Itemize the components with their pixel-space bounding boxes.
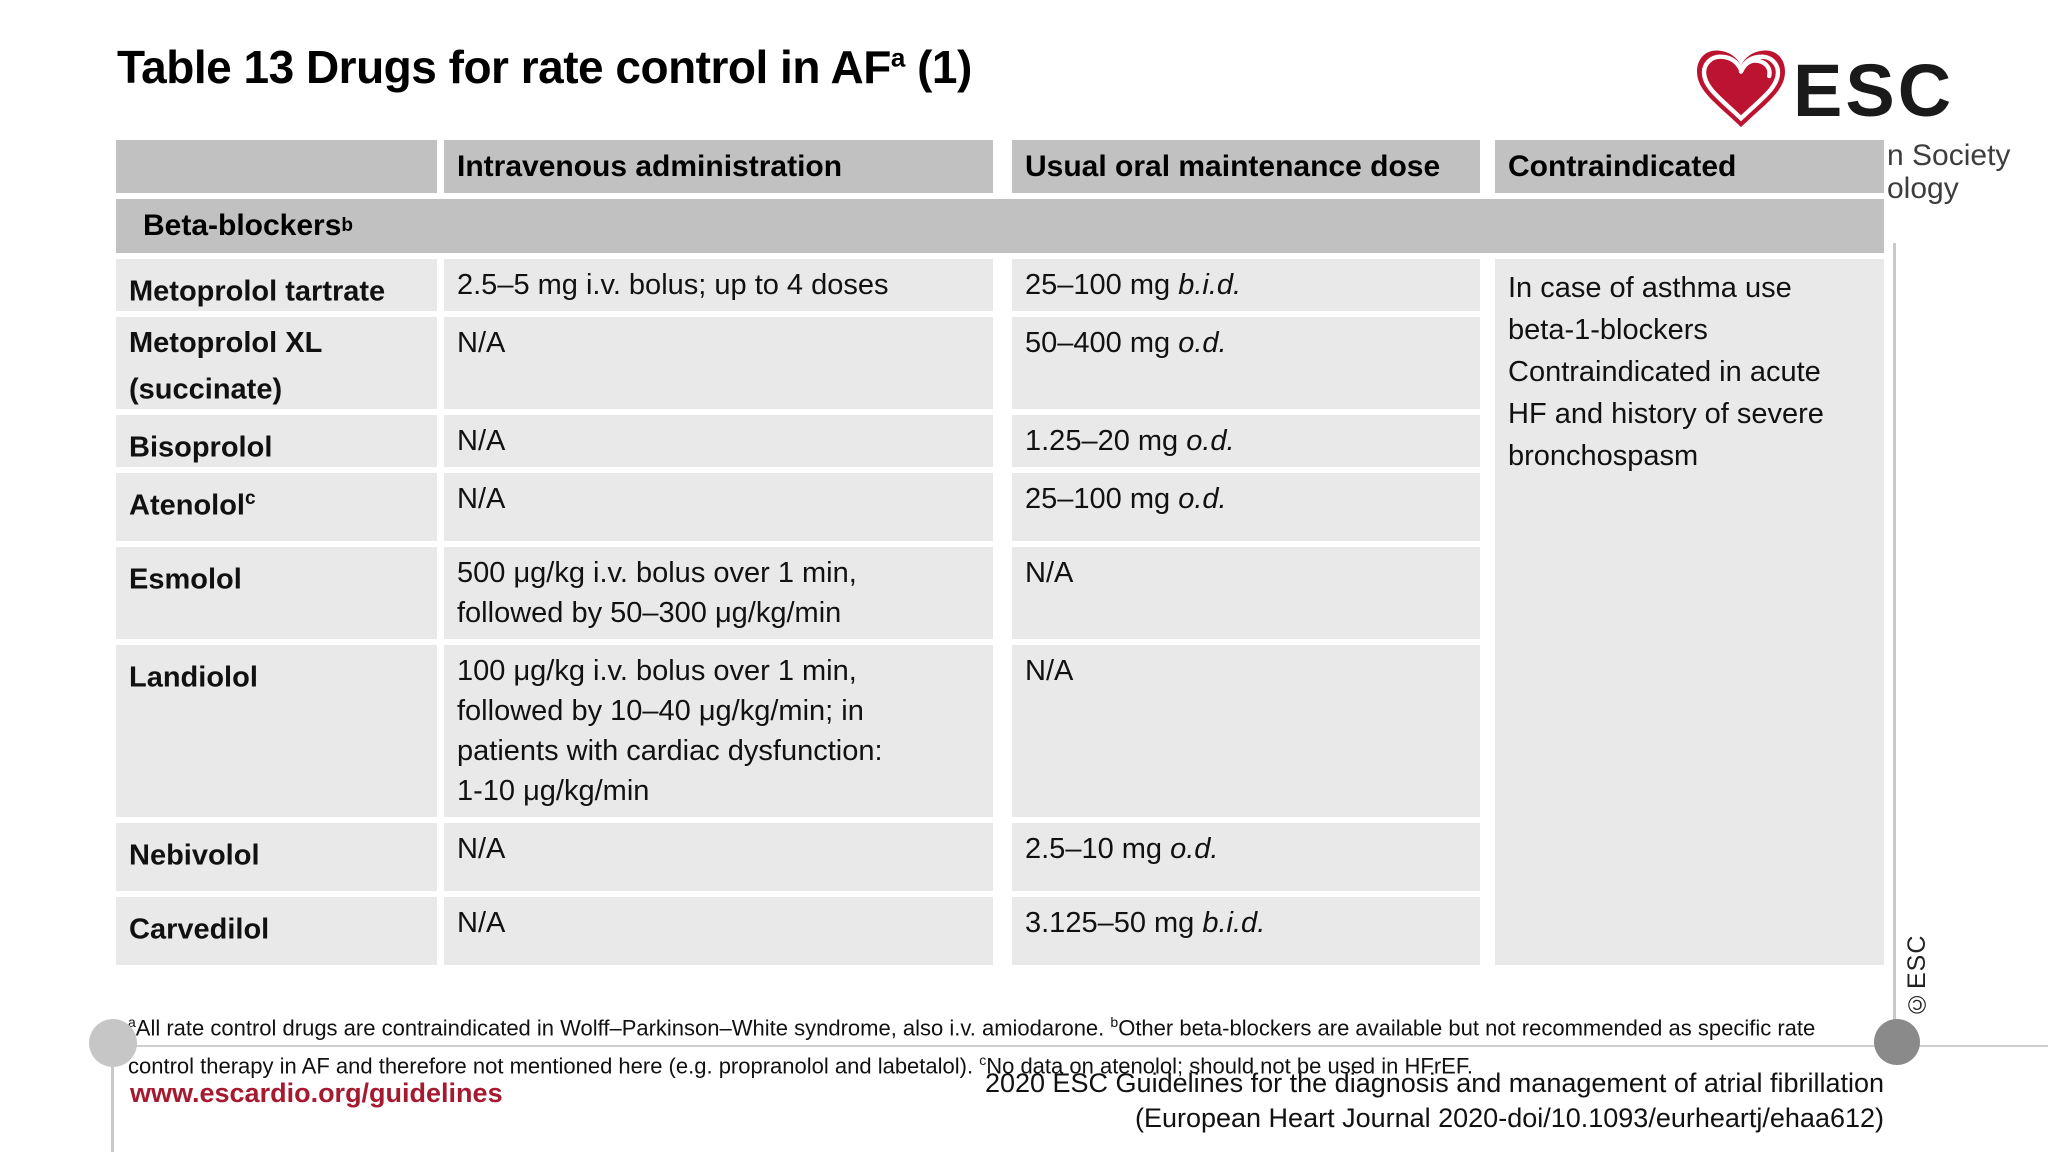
right-vertical-divider — [1893, 243, 1896, 1045]
oral-dose: 3.125–50 mg b.i.d. — [1012, 897, 1480, 965]
bottom-horizontal-divider — [112, 1045, 2048, 1047]
footnote-text-c: No data on atenolol; should not be used … — [986, 1053, 1473, 1079]
footnote-marker-c: c — [979, 1052, 987, 1069]
left-vertical-divider — [111, 1046, 114, 1152]
reference-line-1: 2020 ESC Guidelines for the diagnosis an… — [984, 1068, 1884, 1098]
page-title-sup: a — [890, 42, 905, 73]
column-header-iv: Intravenous administration — [444, 140, 993, 193]
footnote-text-b: Other beta-blockers are available but no… — [128, 1015, 1816, 1079]
right-divider-dot — [1874, 1019, 1920, 1065]
contraindicated-cell: In case of asthma use beta-1-blockers Co… — [1495, 259, 1884, 965]
oral-dose: 2.5–10 mg o.d. — [1012, 823, 1480, 891]
page-title-suffix: (1) — [904, 41, 972, 93]
page-title: Table 13 Drugs for rate control in AFa (… — [117, 40, 972, 94]
drug-name: Metoprolol tartrate — [116, 259, 437, 311]
footnote-text-a: All rate control drugs are contraindicat… — [135, 1015, 1111, 1041]
drug-name: Esmolol — [116, 547, 437, 639]
iv-dose: N/A — [444, 823, 993, 891]
iv-dose: N/A — [444, 317, 993, 409]
drug-name: Landiolol — [116, 645, 437, 817]
drug-name: Bisoprolol — [116, 415, 437, 467]
oral-dose: N/A — [1012, 645, 1480, 817]
section-sup: b — [341, 215, 354, 236]
esc-heart-icon — [1697, 50, 1785, 128]
iv-dose: N/A — [444, 473, 993, 541]
esc-logo-caption-bottom: ology — [1887, 172, 1959, 205]
column-header-oral: Usual oral maintenance dose — [1012, 140, 1480, 193]
iv-dose: N/A — [444, 897, 993, 965]
oral-dose: 25–100 mg b.i.d. — [1012, 259, 1480, 311]
reference-citation: 2020 ESC Guidelines for the diagnosis an… — [985, 1066, 1884, 1136]
esc-logo-text: ESC — [1793, 49, 1955, 132]
footnote-marker-b: b — [1110, 1014, 1119, 1030]
drug-name: Metoprolol XL (succinate) — [116, 317, 437, 409]
rate-control-table: Intravenous administration Usual oral ma… — [116, 140, 1884, 965]
iv-dose: 2.5–5 mg i.v. bolus; up to 4 doses — [444, 259, 993, 311]
oral-dose: 1.25–20 mg o.d. — [1012, 415, 1480, 467]
iv-dose: 500 μg/kg i.v. bolus over 1 min, followe… — [444, 547, 993, 639]
column-header-empty — [116, 140, 437, 193]
esc-copyright: ©ESC — [1903, 934, 1931, 1018]
drug-name: Carvedilol — [116, 897, 437, 965]
oral-dose: 50–400 mg o.d. — [1012, 317, 1480, 409]
drug-name: Nebivolol — [116, 823, 437, 891]
iv-dose: N/A — [444, 415, 993, 467]
esc-logo-caption-top: n Society — [1887, 139, 2011, 172]
oral-dose: 25–100 mg o.d. — [1012, 473, 1480, 541]
footnote-marker-a: a — [128, 1014, 136, 1030]
reference-line-2: (European Heart Journal 2020-doi/10.1093… — [1134, 1103, 1884, 1133]
left-divider-dot — [89, 1019, 137, 1067]
footnotes: aAll rate control drugs are contraindica… — [128, 1006, 1828, 1083]
iv-dose: 100 μg/kg i.v. bolus over 1 min, followe… — [444, 645, 993, 817]
section-header-beta-blockers: Beta-blockers b — [116, 199, 1884, 253]
page-title-text: Table 13 Drugs for rate control in AF — [117, 41, 891, 93]
oral-dose: N/A — [1012, 547, 1480, 639]
section-label: Beta-blockers — [143, 209, 342, 242]
column-header-contraindicated: Contraindicated — [1495, 140, 1884, 193]
guidelines-url-link[interactable]: www.escardio.org/guidelines — [130, 1078, 503, 1108]
drug-name: Atenololc — [116, 473, 437, 541]
